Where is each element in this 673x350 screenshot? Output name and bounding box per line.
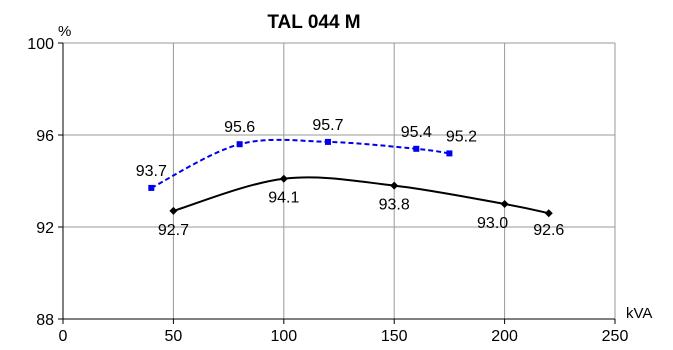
data-point-marker — [390, 181, 399, 190]
data-label: 93.0 — [477, 215, 508, 232]
data-point-marker — [148, 184, 155, 191]
data-label: 93.8 — [379, 197, 410, 214]
data-point-marker — [236, 141, 243, 148]
data-point-marker — [413, 145, 420, 152]
data-point-marker — [279, 174, 288, 183]
data-label: 92.7 — [158, 222, 189, 239]
y-tick-label: 100 — [27, 36, 54, 53]
y-tick-label: 96 — [36, 128, 54, 145]
x-axis-unit: kVA — [626, 305, 652, 322]
data-label: 93.7 — [136, 163, 167, 180]
data-label: 94.1 — [268, 190, 299, 207]
data-labels: 93.7 95.6 95.7 95.4 95.2 92.7 94.1 93.8 93.0 92.6 — [136, 117, 565, 239]
y-axis-unit: % — [58, 23, 71, 40]
data-label: 92.6 — [533, 222, 564, 239]
grid-lines — [63, 42, 616, 319]
data-label: 95.2 — [446, 128, 477, 145]
series — [148, 138, 553, 218]
data-label: 95.7 — [312, 117, 343, 134]
y-tick-label: 92 — [36, 220, 54, 237]
y-tick-label: 88 — [36, 312, 54, 329]
x-tick-label: 100 — [270, 328, 297, 345]
data-point-marker — [500, 200, 509, 208]
x-tick-label: 150 — [381, 328, 408, 345]
x-tick-label: 0 — [59, 328, 68, 345]
axes: 0 50 100 150 200 250 88 92 96 100 — [27, 36, 628, 345]
data-point-marker — [324, 138, 331, 145]
data-point-marker — [169, 206, 178, 215]
x-tick-label: 250 — [602, 328, 629, 345]
data-point-marker — [446, 150, 453, 157]
chart-title: TAL 044 M — [267, 12, 360, 33]
series-line-2 — [173, 176, 549, 215]
data-point-marker — [544, 209, 553, 218]
series-line-1 — [150, 138, 450, 189]
x-tick-label: 200 — [491, 328, 518, 345]
x-tick-label: 50 — [165, 328, 183, 345]
data-label: 95.4 — [401, 124, 432, 141]
data-label: 95.6 — [224, 119, 255, 136]
